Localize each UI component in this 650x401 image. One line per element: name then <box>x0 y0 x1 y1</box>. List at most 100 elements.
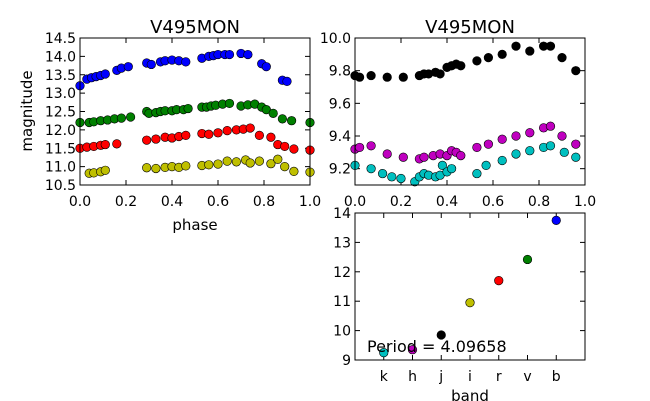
band-point-i <box>465 298 475 308</box>
panel-light-curve: V495MON 0.0 0.2 0.4 0.6 0.8 1.0 10.5 11.0 11.5 1… <box>18 17 321 234</box>
p2-series2-point <box>366 70 376 81</box>
p1-series3-point <box>224 49 235 60</box>
panel2-x-ticks: 0.0 0.2 0.4 0.6 0.8 1.0 <box>344 38 596 210</box>
p2-series2-point <box>382 72 392 82</box>
p1-series2-point <box>116 113 126 123</box>
p1-x-tick-label: 0.4 <box>161 194 183 210</box>
p1-series3-point <box>123 62 133 72</box>
band-point-v <box>522 254 533 265</box>
p2-series2-point <box>435 69 445 79</box>
p2-y-tick-label: 9.4 <box>329 129 351 145</box>
p2-series0-point <box>378 168 388 179</box>
p2-series0-point <box>472 168 482 179</box>
p1-series1-point <box>112 139 122 149</box>
panel1-frame <box>79 37 311 186</box>
p3-band-label: r <box>496 369 502 385</box>
p2-series2-point <box>456 61 466 71</box>
p3-y-tick-label: 12 <box>333 265 351 281</box>
p1-x-tick-label: 0.6 <box>207 194 229 210</box>
panel3-x-label: band <box>451 387 489 401</box>
p1-series1-point <box>266 132 276 142</box>
p2-x-tick-label: 0.0 <box>344 194 366 210</box>
p1-series2-point <box>287 116 297 126</box>
p2-series0-point <box>396 173 406 184</box>
p1-series1-point <box>100 139 110 150</box>
panel1-points <box>75 48 315 178</box>
p1-series2-point <box>126 112 136 122</box>
p2-y-tick-label: 9.6 <box>329 96 351 112</box>
p1-series0-point <box>222 156 232 166</box>
p1-x-tick-label: 0.2 <box>115 194 137 210</box>
p1-series2-point <box>183 103 193 114</box>
p2-series2-point <box>355 72 365 82</box>
p2-series0-point <box>447 164 457 174</box>
panel2-title: V495MON <box>425 17 515 38</box>
p1-series1-point <box>204 129 214 139</box>
p3-y-tick-label: 11 <box>333 294 351 310</box>
p1-x-tick-label: 0.0 <box>69 194 91 210</box>
panel1-title: V495MON <box>150 17 240 38</box>
panel1-y-label: magnitude <box>18 70 36 151</box>
p2-series1-point <box>472 142 482 153</box>
p1-series0-point <box>142 163 152 173</box>
p3-y-tick-label: 9 <box>342 353 351 369</box>
p2-series0-point <box>366 164 376 174</box>
period-annotation: Period = 4.09658 <box>367 337 507 356</box>
p1-series1-point <box>289 144 299 154</box>
p2-series1-point <box>497 134 507 144</box>
p2-series0-point <box>571 152 581 162</box>
p1-series2-point <box>224 98 235 109</box>
p2-series1-point <box>355 142 365 153</box>
p2-series1-point <box>366 141 376 151</box>
p3-band-label: j <box>438 369 443 385</box>
panel3-y-ticks: 9 10 11 12 13 14 <box>333 206 585 369</box>
p2-x-tick-label: 0.4 <box>436 194 458 210</box>
p1-series1-point <box>213 128 223 138</box>
p1-x-tick-label: 0.8 <box>253 194 275 210</box>
p3-band-label: i <box>468 369 472 385</box>
p2-y-tick-label: 9.2 <box>329 162 351 178</box>
p2-series0-point <box>437 160 448 170</box>
panel-band-magnitudes: k h j i r v b 9 10 11 12 13 14 Period = 4.09658 ban… <box>333 206 586 401</box>
p1-y-tick-label: 12.5 <box>45 105 76 121</box>
band-point-h <box>407 345 418 355</box>
p1-series0-point <box>289 166 299 177</box>
p1-series1-point <box>151 134 161 144</box>
p1-series1-point <box>222 126 232 136</box>
p1-series0-point <box>204 160 214 170</box>
p2-series1-point <box>419 152 429 162</box>
p2-x-tick-label: 0.6 <box>482 194 504 210</box>
p1-series2-point <box>277 114 288 124</box>
p1-series0-point <box>266 159 276 169</box>
p1-y-tick-label: 14.5 <box>45 31 76 47</box>
p2-series0-point <box>497 155 507 166</box>
p2-series0-point <box>511 149 521 159</box>
p3-y-tick-label: 14 <box>333 206 351 222</box>
p2-series1-point <box>571 139 581 149</box>
p2-x-tick-label: 1.0 <box>574 194 596 210</box>
p1-series3-point <box>243 49 253 60</box>
panel2-frame <box>354 37 586 186</box>
p2-series2-point <box>511 41 521 51</box>
band-point-k <box>379 348 389 358</box>
panel1-x-label: phase <box>172 216 217 234</box>
p2-series1-point <box>382 149 392 159</box>
p1-y-tick-label: 13.5 <box>45 68 76 84</box>
p1-series1-point <box>142 135 152 145</box>
p3-y-tick-label: 13 <box>333 235 351 251</box>
p1-series2-point <box>268 108 278 118</box>
p1-y-tick-label: 13.0 <box>45 86 76 102</box>
p1-series0-point <box>280 162 290 172</box>
p1-series1-point <box>181 130 191 140</box>
p1-y-tick-label: 10.5 <box>45 178 76 194</box>
p1-series1-point <box>280 141 290 152</box>
p1-series1-point <box>245 123 255 133</box>
panel-infrared-curve: V495MON 0.0 0.2 0.4 0.6 0.8 1.0 9.2 9.4 9.6 9.8 1… <box>320 17 596 210</box>
p3-band-label: k <box>380 369 389 385</box>
p1-series0-point <box>213 159 223 169</box>
panel1-x-ticks: 0.0 0.2 0.4 0.6 0.8 1.0 <box>69 38 321 210</box>
p1-series3-point <box>282 76 292 86</box>
p2-series2-point <box>398 72 408 82</box>
p2-series0-point <box>545 141 556 151</box>
